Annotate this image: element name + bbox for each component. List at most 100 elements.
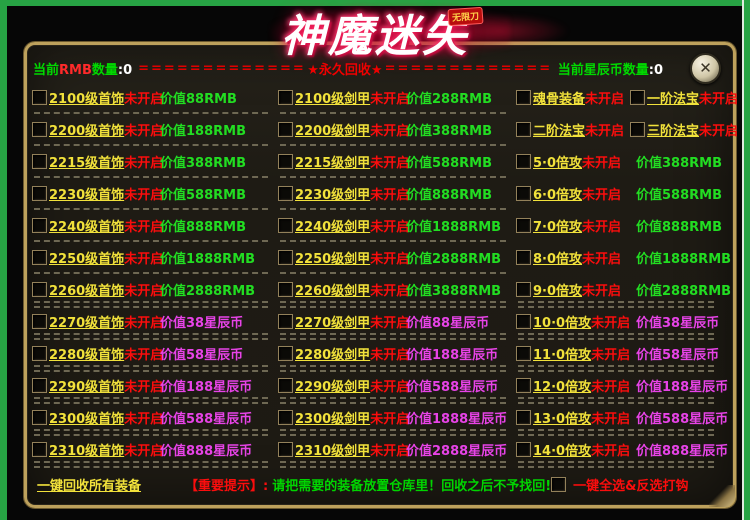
item-checkbox[interactable] <box>278 282 293 297</box>
item-checkbox[interactable] <box>630 122 646 137</box>
row-separator <box>280 460 506 471</box>
item-label: 2260级首饰 <box>49 284 125 299</box>
item-checkbox[interactable] <box>32 90 47 105</box>
item-price: 价值588星辰币 <box>636 412 729 427</box>
recycle-all-link[interactable]: 一键回收所有装备 <box>37 479 142 494</box>
recycle-item: 2270级剑甲 未开启 价值88星辰币 <box>278 311 516 332</box>
item-price: 价值88星辰币 <box>406 316 490 331</box>
item-row: 2240级首饰 未开启 价值888RMB <box>32 215 278 236</box>
recycle-item: 13·0倍攻 未开启 价值588星辰币 <box>516 407 728 428</box>
item-checkbox[interactable] <box>516 346 531 361</box>
item-status: 未开启 <box>591 316 631 331</box>
item-checkbox[interactable] <box>516 250 531 265</box>
item-checkbox[interactable] <box>32 442 47 457</box>
item-checkbox[interactable] <box>32 282 47 297</box>
page-edge-top <box>0 0 750 6</box>
item-checkbox[interactable] <box>630 90 646 105</box>
item-checkbox[interactable] <box>278 346 293 361</box>
item-checkbox[interactable] <box>516 314 531 329</box>
recycle-item: 10·0倍攻 未开启 价值38星辰币 <box>516 311 724 332</box>
item-checkbox[interactable] <box>32 378 47 393</box>
select-all-checkbox[interactable] <box>551 477 567 492</box>
item-checkbox[interactable] <box>278 218 293 233</box>
item-price: 价值58星辰币 <box>160 348 244 363</box>
item-checkbox[interactable] <box>516 410 531 425</box>
item-checkbox[interactable] <box>278 122 293 137</box>
select-all-label: 一键全选&反选打钩 <box>573 479 689 494</box>
item-price: 价值2888RMB <box>636 284 732 299</box>
item-row: 7·0倍攻 未开启 价值888RMB <box>516 215 724 236</box>
close-button[interactable]: ✕ <box>690 53 721 84</box>
item-checkbox[interactable] <box>278 90 293 105</box>
recycle-item: 2215级剑甲 未开启 价值588RMB <box>278 151 516 172</box>
item-label: 8·0倍攻 <box>533 252 583 267</box>
item-label: 11·0倍攻 <box>533 348 592 363</box>
item-checkbox[interactable] <box>278 314 293 329</box>
item-checkbox[interactable] <box>516 122 531 137</box>
item-price: 价值388RMB <box>406 124 492 139</box>
row-separator <box>280 140 506 151</box>
page-curl-decoration <box>709 485 735 507</box>
item-checkbox[interactable] <box>516 154 531 169</box>
recycle-item: 2250级首饰 未开启 价值1888RMB <box>32 247 278 268</box>
item-checkbox[interactable] <box>32 218 47 233</box>
dialog-header: 当前RMB数量:0 ==================== ★永久回收★ ==… <box>33 59 725 78</box>
item-checkbox[interactable] <box>32 122 47 137</box>
recycle-item: 2260级剑甲 未开启 价值3888RMB <box>278 279 516 300</box>
item-checkbox[interactable] <box>278 410 293 425</box>
recycle-item: 2250级剑甲 未开启 价值2888RMB <box>278 247 516 268</box>
item-label: 9·0倍攻 <box>533 284 583 299</box>
item-status: 未开启 <box>370 316 410 331</box>
recycle-item: 14·0倍攻 未开启 价值888星辰币 <box>516 439 728 460</box>
page-edge-right <box>742 0 750 520</box>
item-checkbox[interactable] <box>516 282 531 297</box>
item-status: 未开启 <box>582 252 622 267</box>
item-checkbox[interactable] <box>516 90 531 105</box>
select-all-toggle[interactable]: 一键全选&反选打钩 <box>551 475 689 494</box>
recycle-item: 2230级剑甲 未开启 价值888RMB <box>278 183 516 204</box>
item-label: 2230级剑甲 <box>295 188 371 203</box>
recycle-item: 2230级首饰 未开启 价值588RMB <box>32 183 278 204</box>
item-checkbox[interactable] <box>278 378 293 393</box>
item-row: 2270级首饰 未开启 价值38星辰币 <box>32 311 278 332</box>
game-logo: 神魔迷失 无限刀 <box>281 0 484 64</box>
row-separator <box>34 204 268 215</box>
item-status: 未开启 <box>591 380 631 395</box>
item-checkbox[interactable] <box>516 378 531 393</box>
item-checkbox[interactable] <box>516 442 531 457</box>
item-row: 2300级剑甲 未开启 价值1888星辰币 <box>278 407 516 428</box>
recycle-item: 7·0倍攻 未开启 价值888RMB <box>516 215 724 236</box>
item-checkbox[interactable] <box>516 186 531 201</box>
item-checkbox[interactable] <box>32 410 47 425</box>
item-checkbox[interactable] <box>278 154 293 169</box>
item-label: 2260级剑甲 <box>295 284 371 299</box>
item-price: 价值888RMB <box>406 188 492 203</box>
item-checkbox[interactable] <box>32 154 47 169</box>
item-row: 9·0倍攻 未开启 价值2888RMB <box>516 279 731 300</box>
recycle-item: 2310级剑甲 未开启 价值2888星辰币 <box>278 439 516 460</box>
recycle-item: 2280级首饰 未开启 价值58星辰币 <box>32 343 278 364</box>
item-checkbox[interactable] <box>278 442 293 457</box>
item-checkbox[interactable] <box>32 186 47 201</box>
item-checkbox[interactable] <box>32 314 47 329</box>
item-row: 2280级首饰 未开启 价值58星辰币 <box>32 343 278 364</box>
item-checkbox[interactable] <box>32 346 47 361</box>
item-checkbox[interactable] <box>278 250 293 265</box>
item-status: 未开启 <box>591 444 631 459</box>
column-jewelry: 2100级首饰 未开启 价值88RMB 2200级首饰 未开启 价值188RMB 2215级… <box>32 87 278 471</box>
recycle-item: 2100级剑甲 未开启 价值288RMB <box>278 87 516 108</box>
item-row: 2200级剑甲 未开启 价值388RMB <box>278 119 516 140</box>
banner-dashes-left: ==================== <box>138 60 306 76</box>
item-row: 2310级剑甲 未开启 价值2888星辰币 <box>278 439 516 460</box>
item-row: 2230级剑甲 未开启 价值888RMB <box>278 183 516 204</box>
item-checkbox[interactable] <box>278 186 293 201</box>
item-checkbox[interactable] <box>32 250 47 265</box>
item-checkbox[interactable] <box>516 218 531 233</box>
row-separator <box>280 396 506 407</box>
recycle-item: 12·0倍攻 未开启 价值188星辰币 <box>516 375 728 396</box>
item-label: 2250级剑甲 <box>295 252 371 267</box>
item-price: 价值88RMB <box>160 92 237 107</box>
row-separator <box>518 140 714 151</box>
item-row: 2100级剑甲 未开启 价值288RMB <box>278 87 516 108</box>
item-label: 12·0倍攻 <box>533 380 592 395</box>
